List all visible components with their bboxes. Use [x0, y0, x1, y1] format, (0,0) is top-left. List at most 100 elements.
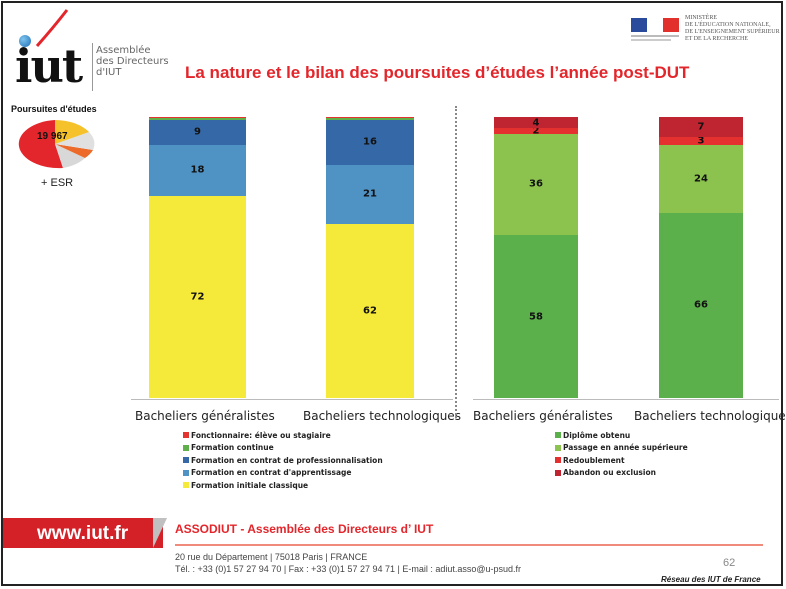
- data-label: 7: [697, 121, 705, 133]
- legend-label: Passage en année supérieure: [563, 443, 688, 453]
- bar-segment: [494, 117, 578, 129]
- logo-caption-line: Assemblée: [96, 45, 151, 56]
- legend-item: Abandon ou exclusion: [555, 467, 688, 480]
- ministry-line: de l'Éducation nationale,: [685, 22, 771, 28]
- data-label: 72: [190, 291, 205, 303]
- ministry-line: et de la Recherche: [685, 36, 749, 42]
- data-label: 62: [363, 305, 377, 317]
- legend-label: Formation en contrat de professionnalisa…: [191, 455, 383, 465]
- legend-label: Diplôme obtenu: [563, 430, 631, 440]
- page-number: 62: [723, 557, 736, 569]
- bar-segment: [149, 195, 246, 398]
- pie-label: Poursuites d'études: [11, 104, 97, 114]
- slide-title: La nature et le bilan des poursuites d’é…: [185, 63, 690, 82]
- iut-logo: iut: [15, 39, 83, 93]
- pie-slice: [55, 144, 85, 168]
- data-label: 18: [190, 164, 205, 176]
- data-label: 16: [363, 136, 377, 148]
- category-label: Bacheliers généralistes: [135, 409, 275, 423]
- legend-bilan: Diplôme obtenu Passage en année supérieur…: [555, 429, 688, 479]
- legend-swatch: [183, 469, 189, 476]
- bar-segment: [494, 128, 578, 134]
- legend-swatch: [555, 432, 561, 439]
- legend-swatch: [183, 432, 189, 439]
- bar-segment: [326, 119, 414, 165]
- ministry-line: Ministère: [685, 15, 717, 21]
- chart-divider: [455, 106, 457, 418]
- data-label: 4: [532, 117, 540, 129]
- bar-segment: [326, 118, 414, 120]
- pie-caption: + ESR: [41, 177, 74, 189]
- legend-label: Formation initiale classique: [191, 480, 309, 490]
- legend-item: Diplôme obtenu: [555, 429, 688, 442]
- legend-label: Formation continue: [191, 443, 274, 453]
- bar-segment: [326, 164, 414, 224]
- category-label: Bacheliers technologiques: [303, 409, 461, 423]
- legend-swatch: [555, 457, 561, 464]
- data-label: 3: [697, 135, 705, 147]
- pie-slice: [55, 120, 89, 144]
- legend-swatch: [183, 482, 189, 489]
- bar-segment: [149, 117, 246, 119]
- bar-segment: [149, 145, 246, 196]
- logo-caption: Assemblée des Directeurs d'IUT: [96, 45, 169, 78]
- footer-organization: ASSODIUT - Assemblée des Directeurs d’ I…: [175, 522, 434, 536]
- x-axis: [473, 399, 779, 400]
- legend-swatch: [183, 444, 189, 451]
- ministry-line: de l'Enseignement supérieur: [685, 29, 780, 35]
- data-label: 58: [529, 311, 543, 322]
- marianne-flag-icon: [631, 18, 679, 41]
- data-label: 9: [194, 126, 201, 138]
- footer-address-block: 20 rue du Département | 75018 Paris | FR…: [175, 551, 521, 575]
- pie-slice: [55, 132, 95, 150]
- bar-segment: [659, 117, 743, 137]
- bar-segment: [149, 118, 246, 120]
- legend-item: Fonctionnaire: élève ou stagiaire: [183, 429, 383, 442]
- footer-address: 20 rue du Département | 75018 Paris | FR…: [175, 552, 368, 562]
- data-label: 2: [532, 125, 540, 137]
- bar-segment: [149, 119, 246, 146]
- legend-label: Fonctionnaire: élève ou stagiaire: [191, 430, 331, 440]
- x-axis: [131, 399, 453, 400]
- website-link[interactable]: www.iut.fr: [37, 523, 129, 544]
- legend-item: Formation en contrat de professionnalisa…: [183, 454, 383, 467]
- legend-swatch: [555, 444, 561, 451]
- legend-nature: Fonctionnaire: élève ou stagiaire Formati…: [183, 429, 383, 492]
- data-label: 36: [529, 178, 543, 190]
- legend-label: Formation en contrat d'apprentissage: [191, 468, 352, 478]
- legend-swatch: [183, 457, 189, 464]
- logo-caption-line: d'IUT: [96, 67, 122, 78]
- legend-swatch: [555, 469, 561, 476]
- legend-item: Formation en contrat d'apprentissage: [183, 467, 383, 480]
- network-tagline: Réseau des IUT de France: [661, 575, 761, 584]
- bar-segment: [494, 133, 578, 236]
- bar-segment: [659, 136, 743, 146]
- bar-segment: [494, 235, 578, 398]
- data-label: 21: [363, 188, 377, 200]
- bar-segment: [326, 117, 414, 119]
- legend-item: Formation initiale classique: [183, 479, 383, 492]
- bar-segment: [326, 223, 414, 398]
- legend-item: Passage en année supérieure: [555, 442, 688, 455]
- legend-label: Redoublement: [563, 455, 625, 465]
- pie-value: 19 967: [37, 131, 68, 142]
- bar-segment: [659, 145, 743, 213]
- data-label: 66: [694, 299, 708, 311]
- legend-item: Formation continue: [183, 442, 383, 455]
- footer-contact: Tél. : +33 (0)1 57 27 94 70 | Fax : +33 …: [175, 564, 522, 574]
- ministry-name: Ministère de l'Éducation nationale, de l…: [685, 15, 780, 43]
- data-label: 24: [694, 173, 708, 185]
- pie-thumbnail: [18, 120, 95, 169]
- logo-separator: [92, 43, 93, 91]
- footer-ribbon: [3, 518, 163, 548]
- pie-slice: [18, 120, 63, 169]
- logo-caption-line: des Directeurs: [96, 56, 169, 67]
- legend-item: Redoublement: [555, 454, 688, 467]
- footer-ribbon-fold: [153, 518, 167, 548]
- bar-segment: [659, 212, 743, 398]
- category-label: Bacheliers généralistes: [473, 409, 613, 423]
- footer-rule: [175, 544, 763, 546]
- category-label: Bacheliers technologiques: [634, 409, 786, 423]
- legend-label: Abandon ou exclusion: [563, 468, 656, 478]
